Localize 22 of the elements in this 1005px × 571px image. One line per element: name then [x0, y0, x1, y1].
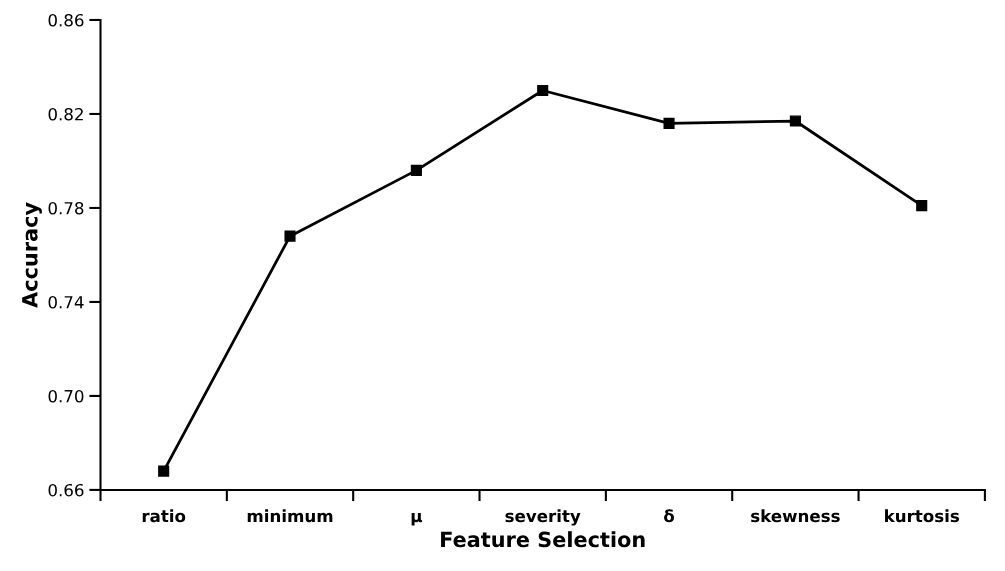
y-axis-title: Accuracy [22, 202, 42, 308]
point [916, 200, 928, 212]
point [663, 117, 675, 129]
y-tick-label: 0.74 [48, 295, 84, 309]
point [158, 465, 170, 477]
point [537, 84, 549, 97]
y-tick-label: 0.86 [48, 13, 84, 27]
point [410, 164, 422, 176]
x-tick-label: minimum [247, 509, 333, 523]
x-tick-label: skewness [751, 509, 840, 523]
y-tick-label: 0.78 [48, 201, 84, 215]
x-tick-label: severity [505, 509, 581, 526]
x-tick-label: ratio [142, 509, 186, 523]
x-axis-title: Feature Selection [441, 531, 645, 548]
y-tick-label: 0.70 [48, 389, 84, 403]
x-tick-label: μ [411, 512, 422, 526]
y-tick-label: 0.66 [48, 483, 84, 497]
x-tick-label: kurtosis [885, 509, 960, 523]
point [789, 115, 801, 127]
x-tick-label: δ [664, 509, 675, 523]
point [284, 230, 296, 242]
y-tick-label: 0.82 [48, 107, 83, 121]
